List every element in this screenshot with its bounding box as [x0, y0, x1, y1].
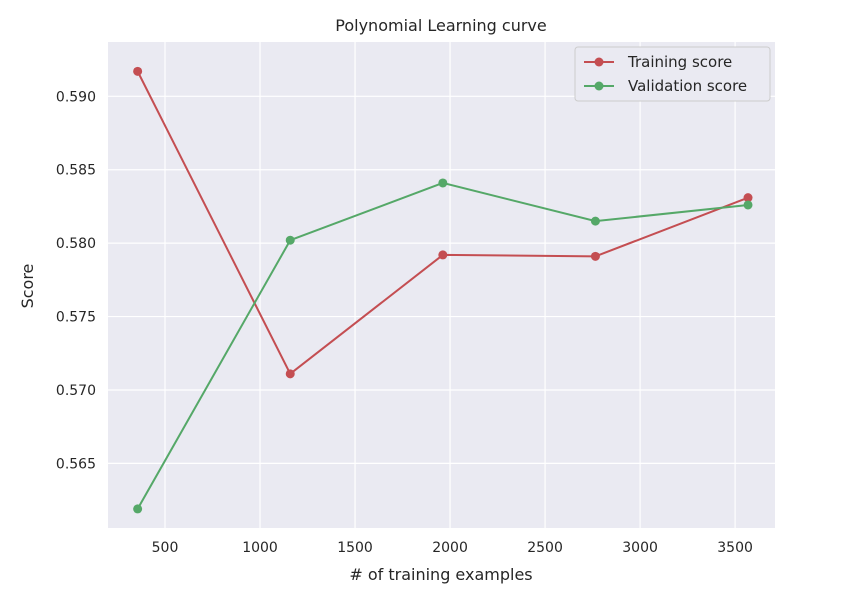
- legend-marker-training: [594, 57, 604, 67]
- data-point-validation: [590, 216, 600, 226]
- legend-item-validation: Validation score: [584, 77, 747, 95]
- legend-item-training: Training score: [584, 53, 732, 71]
- legend-label-training: Training score: [627, 53, 732, 71]
- data-point-training: [743, 193, 753, 203]
- data-point-training: [285, 369, 295, 379]
- data-point-validation: [133, 504, 143, 514]
- y-tick-label: 0.580: [56, 236, 96, 252]
- legend: Training score Validation score: [574, 46, 771, 102]
- y-tick-labels: 0.565 0.570 0.575 0.580 0.585 0.590: [56, 89, 96, 472]
- data-point-training: [133, 66, 143, 76]
- x-tick-label: 3500: [717, 540, 753, 556]
- legend-label-validation: Validation score: [628, 77, 747, 95]
- x-tick-label: 2500: [527, 540, 563, 556]
- x-tick-label: 1000: [242, 540, 278, 556]
- grid-lines: [108, 42, 775, 528]
- plot-area: [108, 42, 775, 528]
- x-tick-label: 3000: [622, 540, 658, 556]
- data-point-training: [438, 250, 448, 260]
- data-point-validation: [743, 200, 753, 210]
- y-tick-label: 0.575: [56, 310, 96, 326]
- x-tick-label: 500: [152, 540, 179, 556]
- legend-marker-validation: [594, 81, 604, 91]
- x-tick-labels: 500 1000 1500 2000 2500 3000 3500: [152, 540, 753, 556]
- data-point-validation: [285, 235, 295, 245]
- y-tick-label: 0.570: [56, 383, 96, 399]
- x-axis-label: # of training examples: [349, 565, 532, 584]
- x-tick-label: 1500: [337, 540, 373, 556]
- y-tick-label: 0.585: [56, 163, 96, 179]
- y-tick-label: 0.565: [56, 456, 96, 472]
- chart-title: Polynomial Learning curve: [335, 16, 546, 35]
- y-axis-label: Score: [18, 264, 37, 309]
- legend-box: [574, 46, 771, 102]
- x-tick-label: 2000: [432, 540, 468, 556]
- series-points: [133, 66, 753, 514]
- data-point-validation: [438, 178, 448, 188]
- y-tick-label: 0.590: [56, 89, 96, 105]
- data-point-training: [590, 251, 600, 261]
